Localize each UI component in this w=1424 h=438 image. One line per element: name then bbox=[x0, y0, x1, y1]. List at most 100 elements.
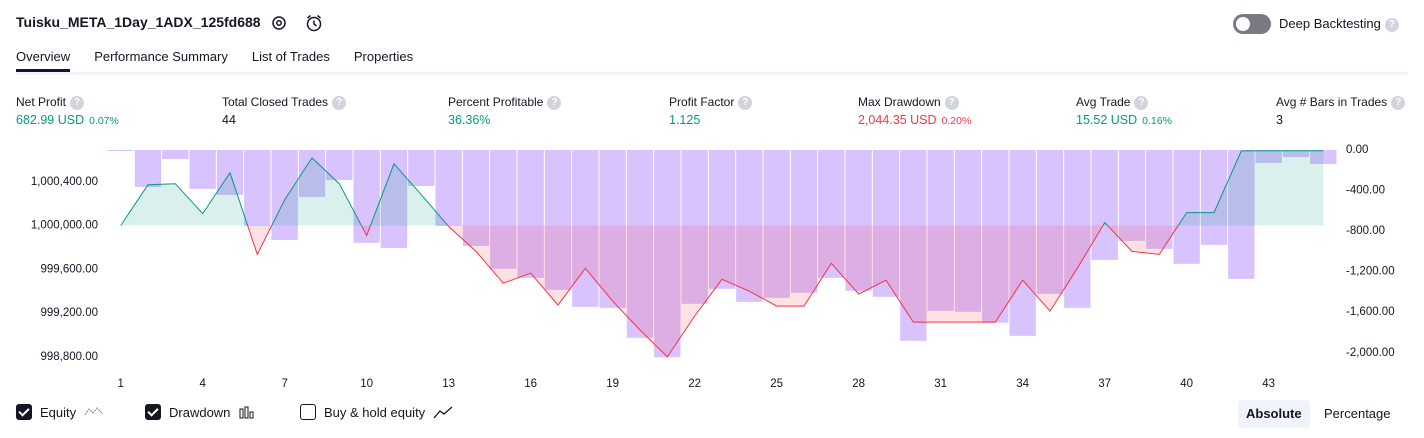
drawdown-bar bbox=[544, 150, 572, 290]
y2-tick-label: -400.00 bbox=[1346, 185, 1385, 197]
metric-value-text: 1.125 bbox=[669, 113, 701, 127]
drawdown-bar bbox=[408, 150, 435, 186]
metric-label-text: Percent Profitable bbox=[448, 95, 544, 109]
tab[interactable]: Overview bbox=[16, 49, 71, 72]
drawdown-bar bbox=[435, 150, 462, 226]
view-button[interactable]: Percentage bbox=[1324, 406, 1391, 421]
help-icon[interactable]: ? bbox=[1384, 17, 1399, 32]
y-tick-label: 999,200.00 bbox=[40, 307, 98, 319]
x-tick-label: 13 bbox=[442, 378, 455, 390]
drawdown-bar bbox=[1310, 150, 1337, 164]
drawdown-bar bbox=[708, 150, 736, 289]
x-tick-label: 7 bbox=[281, 378, 287, 390]
drawdown-bar bbox=[681, 150, 708, 304]
settings-icon[interactable] bbox=[270, 14, 288, 32]
metric-value-text: 36.36% bbox=[448, 113, 491, 127]
metric-label: Total Closed Trades? bbox=[222, 94, 347, 110]
metric-label: Percent Profitable? bbox=[448, 94, 562, 110]
metric-value: 15.52 USD 0.16% bbox=[1076, 113, 1172, 127]
drawdown-bar bbox=[845, 150, 872, 291]
toggle-label: Deep Backtesting? bbox=[1279, 16, 1399, 32]
metric-pct: 0.16% bbox=[1142, 115, 1172, 127]
drawdown-bar bbox=[271, 150, 298, 240]
tab[interactable]: List of Trades bbox=[251, 49, 330, 64]
x-tick-label: 4 bbox=[199, 378, 206, 390]
equity-line-positive bbox=[120, 150, 1324, 226]
x-tick-label: 25 bbox=[770, 378, 783, 390]
drawdown-bar bbox=[982, 150, 1009, 323]
metric-label-text: Avg Trade bbox=[1076, 95, 1131, 109]
drawdown-bar bbox=[134, 150, 162, 188]
drawdown-bar bbox=[244, 150, 271, 226]
metric-pct: 0.07% bbox=[89, 115, 119, 127]
metric: Net Profit? 682.99 USD 0.07% bbox=[16, 94, 119, 127]
legend-label: Drawdown bbox=[169, 404, 231, 420]
help-icon[interactable]: ? bbox=[1134, 95, 1149, 110]
metric-label-text: Max Drawdown bbox=[858, 95, 941, 109]
drawdown-bar bbox=[790, 150, 818, 293]
legend-item[interactable]: Drawdown bbox=[145, 404, 258, 420]
x-tick-label: 43 bbox=[1262, 378, 1275, 390]
x-tick-label: 19 bbox=[606, 378, 619, 390]
drawdown-bar bbox=[736, 150, 763, 302]
tab[interactable]: Performance Summary bbox=[94, 49, 228, 64]
y2-tick-label: -800.00 bbox=[1346, 225, 1385, 237]
x-tick-label: 22 bbox=[688, 378, 701, 390]
help-icon[interactable]: ? bbox=[1391, 95, 1406, 110]
drawdown-bar bbox=[517, 150, 544, 278]
metric: Profit Factor? 1.125 bbox=[669, 94, 753, 127]
legend-icon bbox=[239, 406, 254, 418]
checkbox[interactable] bbox=[16, 404, 32, 420]
drawdown-bar bbox=[490, 150, 517, 269]
legend-icon bbox=[84, 406, 104, 415]
drawdown-bar bbox=[872, 150, 900, 297]
x-tick-label: 16 bbox=[524, 378, 537, 390]
metric-value: 1.125 bbox=[669, 113, 752, 127]
y-tick-label: 998,800.00 bbox=[40, 351, 98, 363]
y-tick-label: 1,000,400.00 bbox=[31, 176, 98, 188]
checkbox[interactable] bbox=[145, 404, 161, 420]
x-tick-label: 31 bbox=[934, 378, 947, 390]
checkbox[interactable] bbox=[300, 404, 316, 420]
drawdown-bar bbox=[1255, 150, 1282, 163]
x-tick-label: 28 bbox=[852, 378, 865, 390]
metric: Total Closed Trades? 44 bbox=[222, 94, 347, 127]
x-tick-label: 37 bbox=[1098, 378, 1111, 390]
drawdown-bar bbox=[763, 150, 790, 298]
metric-pct: 0.20% bbox=[941, 115, 972, 127]
tab[interactable]: Properties bbox=[353, 49, 414, 64]
drawdown-bar bbox=[818, 150, 845, 278]
help-icon[interactable]: ? bbox=[738, 95, 753, 110]
chart: 1,000,400.00 1,000,000.00 999,600.00 999,20… bbox=[31, 144, 1395, 390]
help-icon[interactable]: ? bbox=[70, 95, 85, 110]
help-icon[interactable]: ? bbox=[547, 95, 562, 110]
metric-value: 44 bbox=[222, 113, 346, 127]
x-tick-label: 10 bbox=[360, 378, 373, 390]
help-icon[interactable]: ? bbox=[332, 95, 347, 110]
legend-label: Buy & hold equity bbox=[324, 404, 426, 420]
metric-label: Net Profit? bbox=[16, 94, 119, 110]
metric-value-text: 44 bbox=[222, 113, 236, 127]
drawdown-bar bbox=[462, 150, 490, 246]
drawdown-bar bbox=[1036, 150, 1064, 294]
legend-item[interactable]: Equity bbox=[16, 404, 104, 420]
metric-value-text: 15.52 USD bbox=[1076, 113, 1138, 127]
metric-label: Profit Factor? bbox=[669, 94, 753, 110]
drawdown-bar bbox=[1282, 150, 1310, 157]
drawdown-bar bbox=[380, 150, 408, 248]
metric-value: 682.99 USD 0.07% bbox=[16, 113, 119, 127]
tabs: Overview Performance Summary List of Trade… bbox=[16, 49, 413, 72]
alert-icon[interactable] bbox=[304, 13, 324, 33]
metric-label-text: Avg # Bars in Trades bbox=[1276, 95, 1388, 109]
x-tick-label: 40 bbox=[1180, 378, 1193, 390]
deep-backtesting-toggle[interactable] bbox=[1233, 14, 1271, 34]
metric: Percent Profitable? 36.36% bbox=[448, 94, 562, 127]
help-icon[interactable]: ? bbox=[944, 95, 959, 110]
drawdown-bar bbox=[626, 150, 654, 338]
legend-icon bbox=[433, 406, 453, 418]
metric: Avg # Bars in Trades? 3 bbox=[1276, 94, 1406, 127]
view-button[interactable]: Absolute bbox=[1238, 400, 1310, 428]
drawdown-bar bbox=[162, 150, 189, 160]
legend-item[interactable]: Buy & hold equity bbox=[300, 404, 453, 420]
